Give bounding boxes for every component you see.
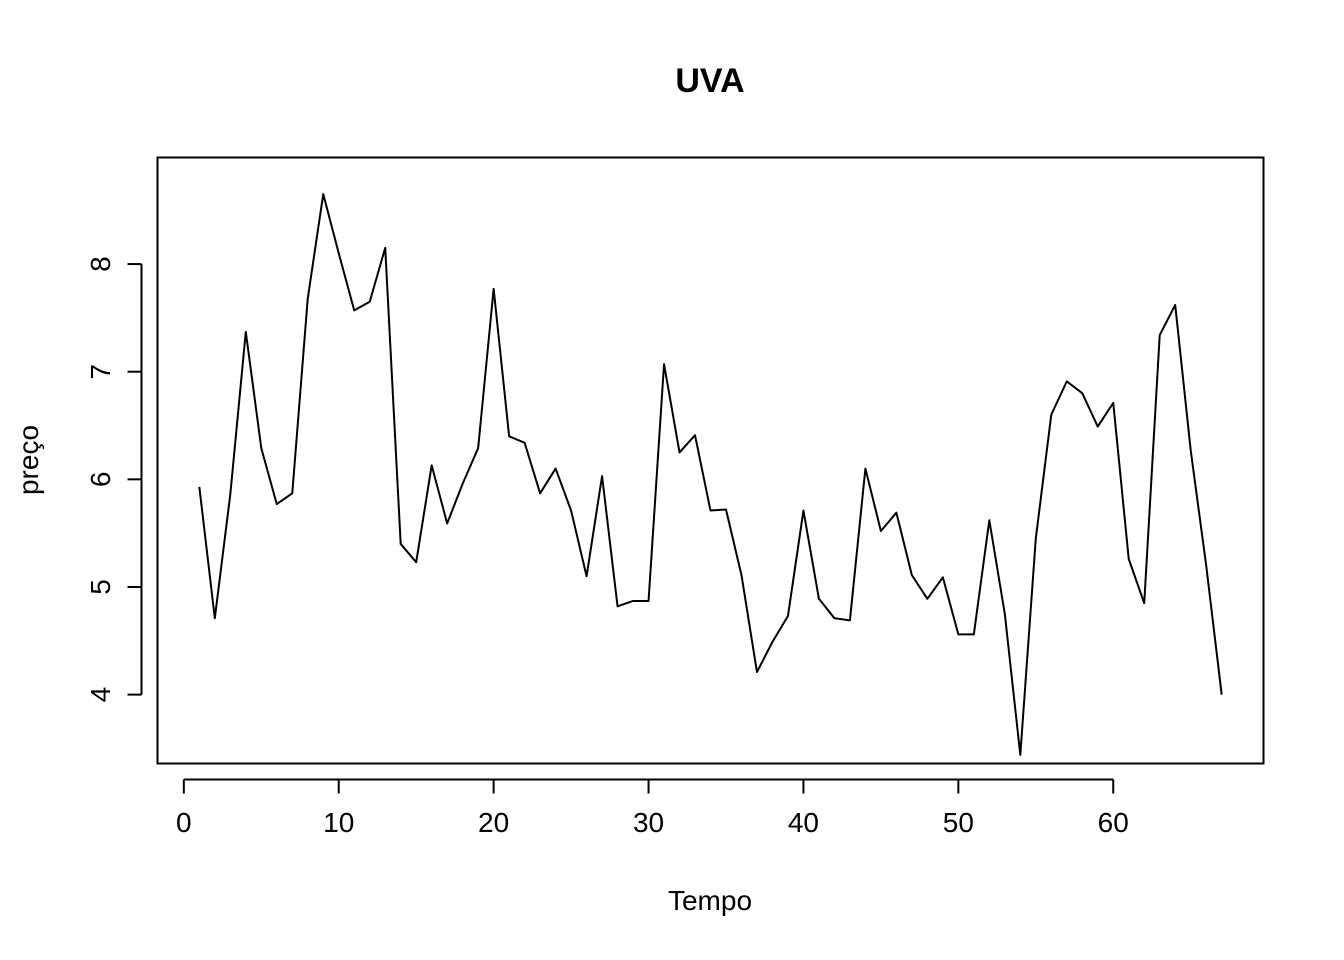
series-line-0 [198,193,1223,756]
x-tick-label: 30 [633,807,664,838]
x-tick-label: 10 [323,807,354,838]
x-tick-label: 50 [943,807,974,838]
x-tick-label: 60 [1098,807,1129,838]
x-tick-label: 40 [788,807,819,838]
x-axis: 0 10 20 30 40 50 60 [176,778,1129,838]
y-tick-label: 7 [85,364,116,380]
y-tick-label: 6 [85,472,116,488]
y-axis: 4 5 6 7 8 [85,256,143,703]
y-tick-label: 5 [85,579,116,595]
y-tick-label: 8 [85,256,116,272]
chart-title: UVA [675,62,744,100]
plot-frame [156,156,1265,765]
y-axis-label: preço [13,425,44,495]
y-tick-label: 4 [85,687,116,703]
x-tick-label: 0 [176,807,192,838]
x-axis-label: Tempo [668,885,752,916]
series-layer [198,193,1223,756]
x-tick-label: 20 [478,807,509,838]
